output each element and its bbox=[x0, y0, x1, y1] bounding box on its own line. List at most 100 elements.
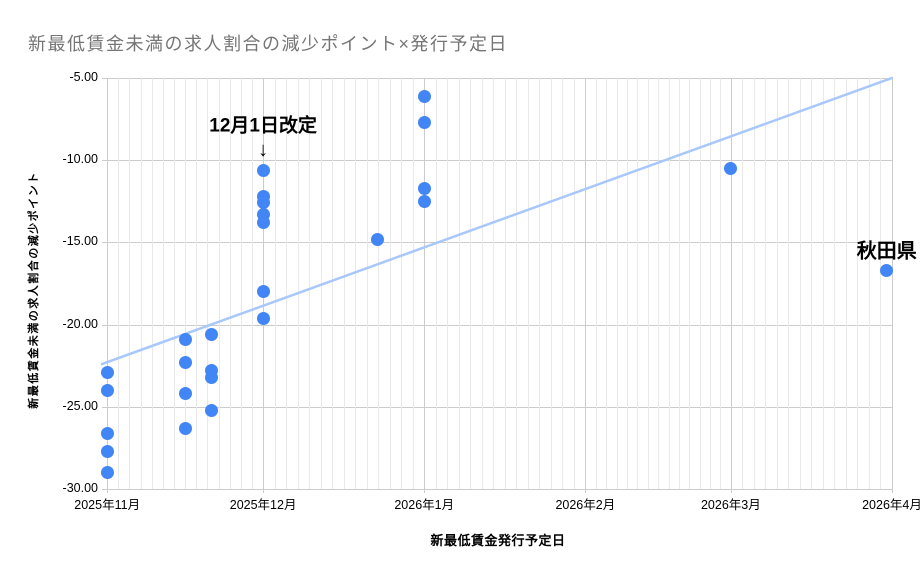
gridline-minor bbox=[162, 78, 164, 489]
gridline-minor bbox=[742, 78, 744, 489]
annotation-dec1-revision: 12月1日改定 bbox=[209, 115, 317, 137]
y-axis-title: 新最低賃金未満の求人割合の減少ポイント bbox=[28, 171, 40, 409]
gridline-minor bbox=[447, 78, 449, 489]
gridline-minor bbox=[470, 78, 472, 489]
gridline-minor bbox=[516, 78, 518, 489]
gridline-horizontal bbox=[102, 324, 892, 326]
gridline-month-major bbox=[892, 78, 893, 489]
gridline-minor bbox=[343, 78, 345, 489]
gridline-minor bbox=[435, 78, 437, 489]
gridline-minor bbox=[720, 78, 722, 489]
x-tick-label: 2026年1月 bbox=[394, 498, 455, 512]
scatter-point bbox=[371, 232, 384, 246]
x-tick-label: 2026年4月 bbox=[862, 498, 922, 512]
gridline-minor bbox=[378, 78, 380, 489]
gridline-minor bbox=[595, 78, 597, 489]
scatter-point bbox=[100, 444, 114, 458]
x-axis-tick bbox=[263, 489, 265, 493]
gridline-minor bbox=[857, 78, 859, 489]
gridline-minor bbox=[678, 78, 680, 489]
scatter-point bbox=[178, 421, 192, 435]
gridline-minor bbox=[668, 78, 670, 489]
gridline-minor bbox=[504, 78, 506, 489]
gridline-horizontal bbox=[102, 242, 892, 244]
x-axis-title: 新最低賃金発行予定日 bbox=[430, 533, 566, 548]
scatter-point bbox=[256, 285, 270, 299]
x-axis-tick bbox=[585, 489, 587, 493]
gridline-minor bbox=[274, 78, 276, 489]
scatter-point bbox=[417, 89, 431, 103]
gridline-minor bbox=[458, 78, 460, 489]
gridline-minor bbox=[606, 78, 608, 489]
gridline-minor bbox=[539, 78, 541, 489]
gridline-minor bbox=[647, 78, 649, 489]
x-tick-label: 2026年2月 bbox=[555, 498, 616, 512]
gridline-minor bbox=[527, 78, 529, 489]
x-axis-tick bbox=[107, 489, 109, 493]
scatter-point bbox=[204, 370, 218, 384]
gridline-minor bbox=[573, 78, 575, 489]
scatter-point bbox=[256, 311, 270, 325]
y-tick-label: -20.00 bbox=[62, 316, 98, 331]
gridline-minor bbox=[412, 78, 414, 489]
gridline-minor bbox=[658, 78, 660, 489]
scatter-point bbox=[100, 426, 114, 440]
gridline-minor bbox=[799, 78, 801, 489]
gridline-minor bbox=[765, 78, 767, 489]
scatter-point bbox=[417, 194, 431, 208]
gridline-minor bbox=[753, 78, 755, 489]
gridline-minor bbox=[493, 78, 495, 489]
gridline-minor bbox=[174, 78, 176, 489]
gridline-minor bbox=[616, 78, 618, 489]
scatter-point bbox=[256, 216, 270, 230]
scatter-point bbox=[256, 163, 270, 177]
x-axis-tick bbox=[730, 489, 732, 493]
y-tick-label: -10.00 bbox=[62, 152, 98, 167]
gridline-minor bbox=[355, 78, 357, 489]
y-tick-label: -15.00 bbox=[62, 234, 98, 249]
gridline-minor bbox=[637, 78, 639, 489]
scatter-point bbox=[100, 383, 114, 397]
gridline-minor bbox=[845, 78, 847, 489]
gridline-minor bbox=[481, 78, 483, 489]
gridline-minor bbox=[834, 78, 836, 489]
gridline-minor bbox=[710, 78, 712, 489]
gridline-minor bbox=[332, 78, 334, 489]
gridline-minor bbox=[868, 78, 870, 489]
gridline-minor bbox=[699, 78, 701, 489]
gridline-minor bbox=[880, 78, 882, 489]
gridline-minor bbox=[401, 78, 403, 489]
gridline-minor bbox=[788, 78, 790, 489]
y-tick-label: -5.00 bbox=[69, 70, 99, 84]
scatter-point bbox=[724, 161, 738, 175]
annotation-arrow-down: ↓ bbox=[258, 139, 269, 162]
gridline-minor bbox=[229, 78, 231, 489]
gridline-minor bbox=[251, 78, 253, 489]
gridline-minor bbox=[320, 78, 322, 489]
gridline-minor bbox=[366, 78, 368, 489]
gridline-minor bbox=[118, 78, 120, 489]
scatter-point bbox=[417, 115, 431, 129]
gridline-minor bbox=[562, 78, 564, 489]
chart-title: 新最低賃金未満の求人割合の減少ポイント×発行予定日 bbox=[28, 34, 509, 54]
gridline-minor bbox=[389, 78, 391, 489]
scatter-point bbox=[417, 181, 431, 195]
scatter-point bbox=[178, 355, 192, 369]
gridline-minor bbox=[822, 78, 824, 489]
gridline-month-major bbox=[730, 78, 732, 489]
gridline-minor bbox=[309, 78, 311, 489]
gridline-minor bbox=[218, 78, 220, 489]
gridline-minor bbox=[240, 78, 242, 489]
gridline-month-major bbox=[424, 78, 426, 489]
gridline-horizontal bbox=[102, 160, 892, 162]
scatter-point bbox=[100, 365, 114, 379]
scatter-point bbox=[204, 328, 218, 341]
y-tick-label: -30.00 bbox=[62, 481, 98, 495]
annotation-akita-label: 秋田県 bbox=[856, 240, 917, 263]
gridline-minor bbox=[196, 78, 198, 489]
gridline-minor bbox=[689, 78, 691, 489]
x-tick-label: 2025年12月 bbox=[229, 498, 297, 512]
gridline-minor bbox=[129, 78, 131, 489]
gridline-minor bbox=[811, 78, 813, 489]
